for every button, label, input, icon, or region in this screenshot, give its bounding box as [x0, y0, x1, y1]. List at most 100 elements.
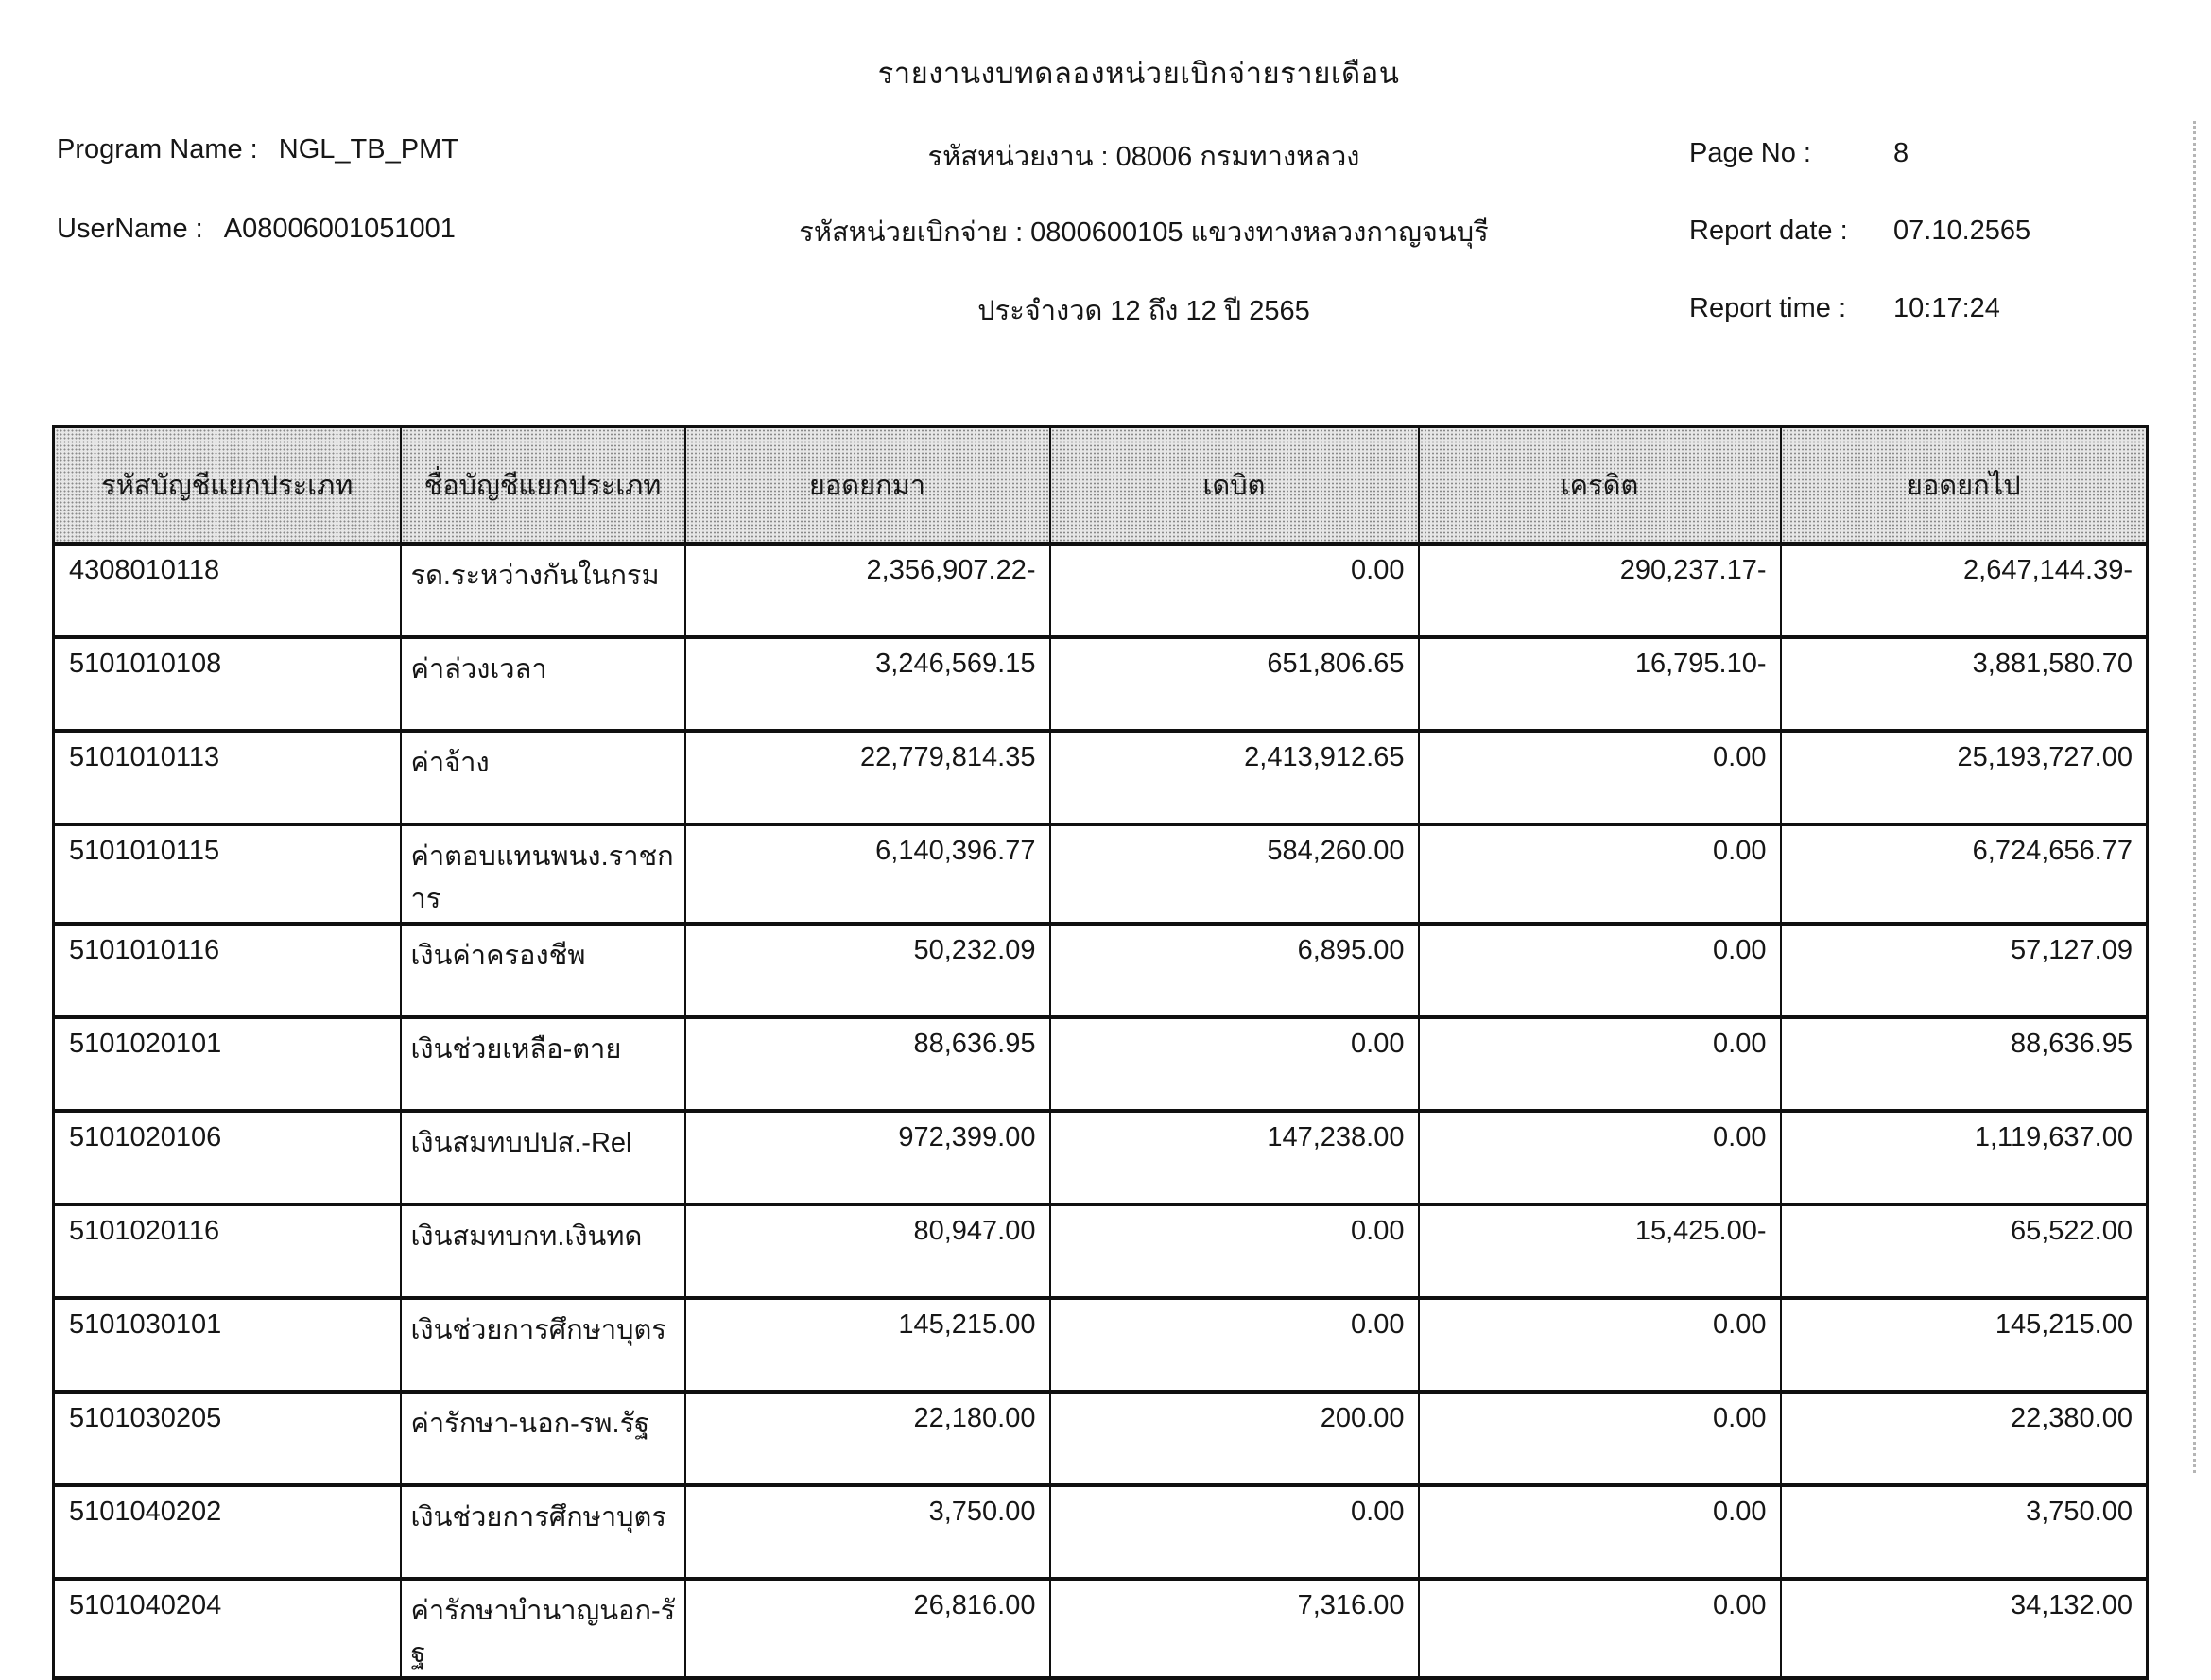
credit-cell: 16,795.10- [1417, 635, 1782, 731]
credit-cell: 290,237.17- [1417, 542, 1782, 637]
balance-brought-forward-cell: 22,779,814.35 [683, 729, 1051, 824]
account-name-cell: ค่าจ้าง [399, 729, 686, 824]
table-row: 4308010118 รด.ระหว่างกันในกรม 2,356,907.22… [52, 542, 2149, 637]
report-date-label: Report date : [1689, 216, 1848, 246]
balance-brought-forward-cell: 972,399.00 [683, 1108, 1051, 1204]
account-name-cell: รด.ระหว่างกันในกรม [399, 542, 686, 637]
user-name-row: UserName : A08006001051001 [57, 214, 456, 245]
column-header-account-code: รหัสบัญชีแยกประเภท [52, 425, 402, 546]
balance-brought-forward-cell: 145,215.00 [683, 1295, 1051, 1392]
report-time-value: 10:17:24 [1893, 293, 2000, 323]
debit-cell: 6,895.00 [1048, 921, 1420, 1017]
credit-cell: 0.00 [1417, 729, 1782, 824]
balance-brought-forward-cell: 88,636.95 [683, 1014, 1051, 1111]
balance-carried-forward-cell: 2,647,144.39- [1779, 542, 2149, 637]
program-name-row: Program Name : NGL_TB_PMT [57, 134, 458, 165]
debit-cell: 584,260.00 [1048, 823, 1420, 924]
credit-cell: 0.00 [1417, 1295, 1782, 1392]
period-line: ประจำงวด 12 ถึง 12 ปี 2565 [977, 296, 1310, 326]
trial-balance-table: รหัสบัญชีแยกประเภท ชื่อบัญชีแยกประเภท ยอ… [52, 425, 2149, 1680]
account-name-cell: เงินสมทบกท.เงินทด [399, 1202, 686, 1298]
account-name-cell: เงินช่วยการศึกษาบุตร [399, 1295, 686, 1392]
debit-cell: 0.00 [1048, 1014, 1420, 1111]
debit-cell: 0.00 [1048, 1295, 1420, 1392]
balance-brought-forward-cell: 3,750.00 [683, 1482, 1051, 1579]
program-name-value: NGL_TB_PMT [278, 134, 458, 165]
program-name-label: Program Name : [57, 134, 258, 165]
debit-cell: 7,316.00 [1048, 1576, 1420, 1678]
trial-balance-table-container: รหัสบัญชีแยกประเภท ชื่อบัญชีแยกประเภท ยอ… [52, 425, 2149, 1680]
account-code-cell: 5101020101 [52, 1014, 402, 1111]
balance-brought-forward-cell: 50,232.09 [683, 921, 1051, 1017]
debit-cell: 651,806.65 [1048, 635, 1420, 731]
account-name-cell: ค่ารักษา-นอก-รพ.รัฐ [399, 1389, 686, 1485]
account-code-cell: 5101020106 [52, 1108, 402, 1204]
balance-carried-forward-cell: 34,132.00 [1779, 1576, 2149, 1678]
balance-brought-forward-cell: 80,947.00 [683, 1202, 1051, 1298]
debit-cell: 2,413,912.65 [1048, 729, 1420, 824]
account-name-cell: ค่าตอบแทนพนง.ราชการ [399, 823, 686, 924]
table-row: 5101020116 เงินสมทบกท.เงินทด 80,947.00 0.00… [52, 1202, 2149, 1298]
account-name-cell: เงินค่าครองชีพ [399, 921, 686, 1017]
column-header-account-name: ชื่อบัญชีแยกประเภท [399, 425, 686, 546]
table-row: 5101030205 ค่ารักษา-นอก-รพ.รัฐ 22,180.00 20… [52, 1389, 2149, 1485]
account-name-cell: ค่ารักษาบำนาญนอก-รัฐ [399, 1576, 686, 1678]
account-code-cell: 5101040202 [52, 1482, 402, 1579]
balance-brought-forward-cell: 3,246,569.15 [683, 635, 1051, 731]
balance-brought-forward-cell: 6,140,396.77 [683, 823, 1051, 924]
debit-cell: 0.00 [1048, 1482, 1420, 1579]
debit-cell: 200.00 [1048, 1389, 1420, 1485]
account-code-cell: 5101010108 [52, 635, 402, 731]
account-code-cell: 5101020116 [52, 1202, 402, 1298]
debit-cell: 0.00 [1048, 542, 1420, 637]
balance-carried-forward-cell: 3,750.00 [1779, 1482, 2149, 1579]
account-code-cell: 4308010118 [52, 542, 402, 637]
scan-edge-artifact [2193, 121, 2196, 1473]
table-row: 5101010108 ค่าล่วงเวลา 3,246,569.15 651,806… [52, 635, 2149, 731]
account-code-cell: 5101030101 [52, 1295, 402, 1392]
credit-cell: 15,425.00- [1417, 1202, 1782, 1298]
credit-cell: 0.00 [1417, 1108, 1782, 1204]
column-header-balance-brought-forward: ยอดยกมา [683, 425, 1051, 546]
balance-carried-forward-cell: 1,119,637.00 [1779, 1108, 2149, 1204]
credit-cell: 0.00 [1417, 1389, 1782, 1485]
balance-carried-forward-cell: 22,380.00 [1779, 1389, 2149, 1485]
account-name-cell: เงินช่วยการศึกษาบุตร [399, 1482, 686, 1579]
account-code-cell: 5101010116 [52, 921, 402, 1017]
page-no-value: 8 [1893, 138, 1909, 168]
credit-cell: 0.00 [1417, 921, 1782, 1017]
balance-carried-forward-cell: 25,193,727.00 [1779, 729, 2149, 824]
balance-carried-forward-cell: 145,215.00 [1779, 1295, 2149, 1392]
balance-brought-forward-cell: 26,816.00 [683, 1576, 1051, 1678]
table-row: 5101040204 ค่ารักษาบำนาญนอก-รัฐ 26,816.00 7… [52, 1576, 2149, 1678]
agency-code-line: รหัสหน่วยงาน : 08006 กรมทางหลวง [927, 142, 1360, 172]
user-name-label: UserName : [57, 214, 203, 244]
balance-carried-forward-cell: 88,636.95 [1779, 1014, 2149, 1111]
table-row: 5101030101 เงินช่วยการศึกษาบุตร 145,215.00… [52, 1295, 2149, 1392]
disbursement-unit-line: รหัสหน่วยเบิกจ่าย : 0800600105 แขวงทางหล… [799, 217, 1489, 248]
column-header-balance-carried-forward: ยอดยกไป [1779, 425, 2149, 546]
column-header-debit: เดบิต [1048, 425, 1420, 546]
report-time-label: Report time : [1689, 293, 1846, 323]
table-row: 5101040202 เงินช่วยการศึกษาบุตร 3,750.00 0.… [52, 1482, 2149, 1579]
table-row: 5101020101 เงินช่วยเหลือ-ตาย 88,636.95 0.00… [52, 1014, 2149, 1111]
user-name-value: A08006001051001 [223, 214, 456, 244]
credit-cell: 0.00 [1417, 1576, 1782, 1678]
debit-cell: 0.00 [1048, 1202, 1420, 1298]
account-code-cell: 5101010115 [52, 823, 402, 924]
table-row: 5101010116 เงินค่าครองชีพ 50,232.09 6,895.0… [52, 921, 2149, 1017]
report-title: รายงานงบทดลองหน่วยเบิกจ่ายรายเดือน [877, 57, 1400, 90]
account-name-cell: เงินช่วยเหลือ-ตาย [399, 1014, 686, 1111]
account-name-cell: ค่าล่วงเวลา [399, 635, 686, 731]
account-code-cell: 5101040204 [52, 1576, 402, 1678]
balance-carried-forward-cell: 3,881,580.70 [1779, 635, 2149, 731]
column-header-credit: เครดิต [1417, 425, 1782, 546]
account-code-cell: 5101030205 [52, 1389, 402, 1485]
account-code-cell: 5101010113 [52, 729, 402, 824]
page-no-label: Page No : [1689, 138, 1811, 168]
credit-cell: 0.00 [1417, 1014, 1782, 1111]
credit-cell: 0.00 [1417, 823, 1782, 924]
report-date-value: 07.10.2565 [1893, 216, 2031, 246]
debit-cell: 147,238.00 [1048, 1108, 1420, 1204]
balance-carried-forward-cell: 65,522.00 [1779, 1202, 2149, 1298]
